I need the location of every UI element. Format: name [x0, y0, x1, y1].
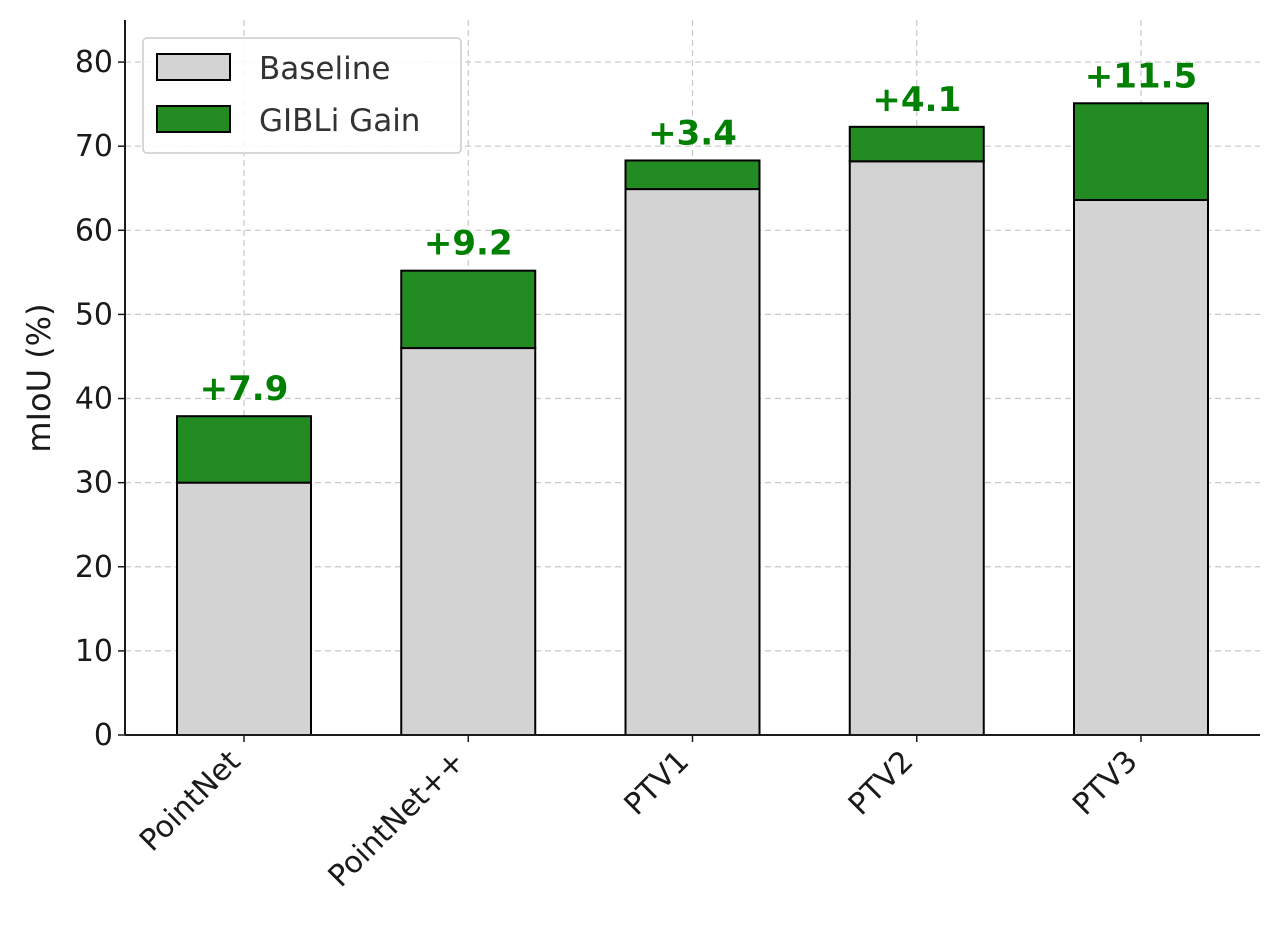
bar-gain-4 — [1073, 102, 1209, 202]
bars — [176, 102, 1209, 737]
bar-gain-1 — [400, 269, 537, 350]
x-tick-label-2: PTV1 — [618, 744, 697, 823]
legend-swatch-baseline — [156, 53, 231, 81]
bar-baseline-2 — [624, 188, 761, 736]
gain-label-4: +11.5 — [1085, 56, 1197, 96]
gain-label-0: +7.9 — [200, 369, 289, 409]
bar-gain-3 — [848, 125, 985, 163]
bar-baseline-1 — [400, 347, 537, 736]
gain-labels: +7.9 +9.2 +3.4 +4.1 +11.5 — [200, 56, 1198, 409]
y-tick-label-30: 30 — [75, 466, 113, 501]
y-tick-label-40: 40 — [75, 382, 113, 417]
gain-label-3: +4.1 — [872, 80, 961, 120]
legend: Baseline GIBLi Gain — [142, 37, 462, 154]
y-tick-label-70: 70 — [75, 129, 113, 164]
y-tick-label-20: 20 — [75, 550, 113, 585]
x-tick-label-4: PTV3 — [1066, 744, 1145, 823]
bar-baseline-4 — [1073, 199, 1209, 736]
y-tick-label-0: 0 — [94, 718, 113, 753]
bar-gain-0 — [176, 415, 312, 484]
legend-label-gibli-gain: GIBLi Gain — [259, 103, 420, 139]
y-tick-label-10: 10 — [75, 634, 113, 669]
y-tick-label-50: 50 — [75, 297, 113, 332]
y-tick-label-80: 80 — [75, 45, 113, 80]
bar-baseline-3 — [848, 160, 985, 737]
y-tick-label-60: 60 — [75, 213, 113, 248]
legend-swatch-gibli-gain — [156, 105, 231, 133]
bar-gain-2 — [624, 159, 761, 191]
x-tick-label-0: PointNet — [133, 744, 248, 859]
y-axis-title: mIoU (%) — [20, 303, 58, 452]
gain-label-2: +3.4 — [648, 113, 737, 153]
bar-baseline-0 — [176, 481, 312, 736]
x-tick-label-1: PointNet++ — [322, 744, 472, 894]
legend-label-baseline: Baseline — [259, 51, 390, 87]
gain-label-1: +9.2 — [424, 224, 513, 264]
x-tick-label-3: PTV2 — [842, 744, 921, 823]
